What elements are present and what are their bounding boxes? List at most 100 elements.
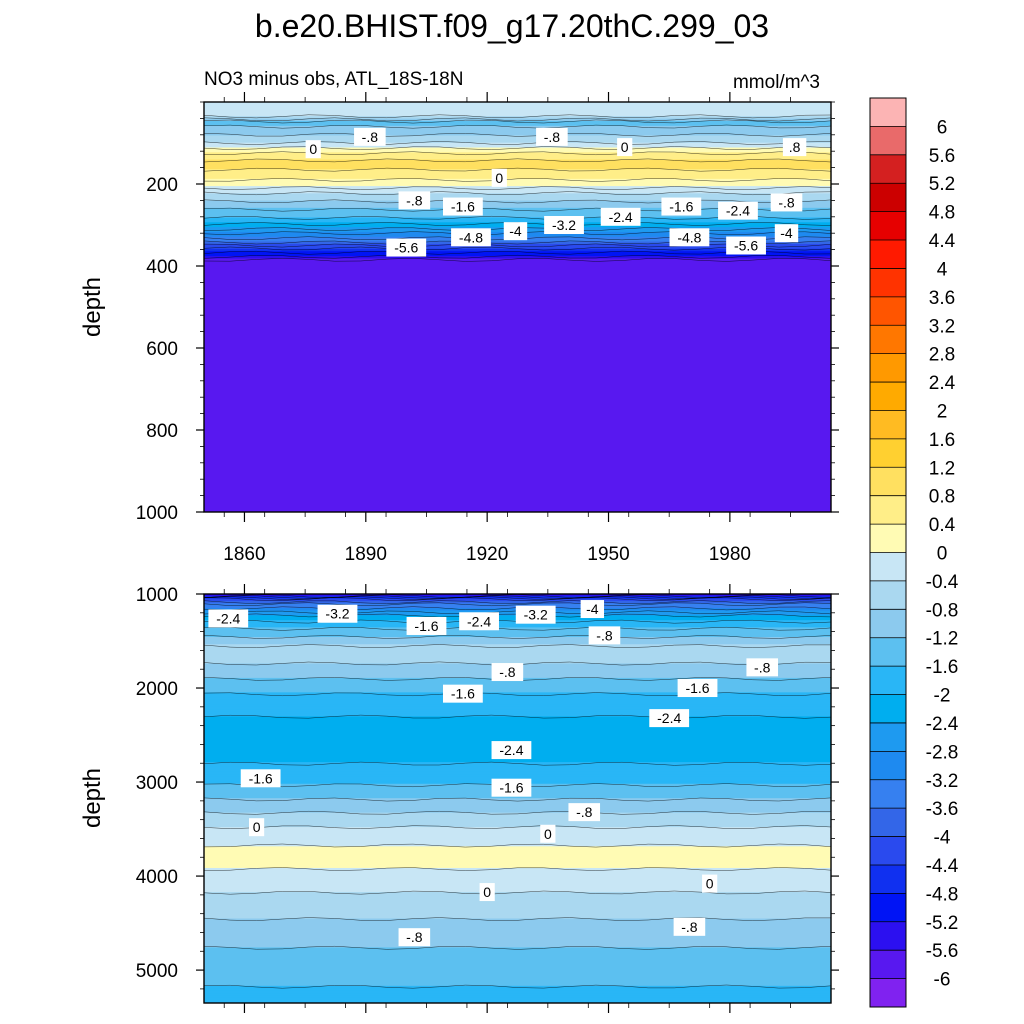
contour-label-box <box>673 917 706 936</box>
colorbar-swatch <box>870 126 906 156</box>
contour-line <box>204 714 831 719</box>
contour-label: 0 <box>706 876 714 892</box>
field-band <box>204 439 831 443</box>
field-band <box>204 964 831 968</box>
field-band <box>204 362 831 366</box>
field-band <box>204 901 831 905</box>
field-band <box>204 386 831 390</box>
field-band <box>204 239 831 243</box>
contour-label-box <box>491 663 524 682</box>
field-band <box>204 834 831 838</box>
contour-label-box <box>540 824 556 843</box>
colorbar-swatch <box>870 609 906 639</box>
contour-line <box>204 635 831 639</box>
field-band <box>204 896 831 900</box>
field-band <box>204 641 831 645</box>
field-band <box>204 848 831 852</box>
field-band <box>204 270 831 274</box>
field-band <box>204 928 831 932</box>
colorbar-label: 1.6 <box>929 430 955 451</box>
field-band <box>204 383 831 387</box>
field-band <box>204 954 831 958</box>
upper-axes: 1860 1890 1920 1950 1980 200 400 600 800 1000 <box>136 92 839 565</box>
field-band <box>204 870 831 874</box>
colorbar-swatch <box>870 467 906 496</box>
y-tick-label: 600 <box>146 339 178 360</box>
field-band <box>204 145 831 149</box>
colorbar: 6 5.6 5.2 4.8 4.4 4 3.6 3.2 2.8 2.4 2 1.6 1.2 0.8 0.4 0… <box>869 97 959 1008</box>
field-band <box>204 205 831 209</box>
field-band <box>204 627 831 631</box>
units-label: mmol/m^3 <box>733 72 820 93</box>
colorbar-swatch <box>870 722 906 752</box>
field-band <box>204 444 831 448</box>
colorbar-label: -4.4 <box>926 856 959 877</box>
field-band <box>204 258 831 262</box>
field-band <box>204 594 831 597</box>
field-band <box>204 371 831 375</box>
field-band <box>204 277 831 281</box>
contour-label: -2.4 <box>657 710 681 726</box>
contour-label: -5.6 <box>734 238 758 254</box>
field-band <box>204 391 831 395</box>
field-band <box>204 952 831 956</box>
colorbar-label: 0.4 <box>929 515 956 536</box>
colorbar-label: -6 <box>934 970 951 991</box>
field-band <box>204 831 831 835</box>
lower-y-axis-label: depth <box>79 768 106 828</box>
contour-label: -1.6 <box>249 770 273 786</box>
contour-label-box <box>398 191 431 210</box>
field-band <box>204 441 831 445</box>
field-band <box>204 282 831 286</box>
field-band <box>204 207 831 211</box>
field-band <box>204 969 831 973</box>
field-band <box>204 453 831 457</box>
field-band <box>204 817 831 821</box>
field-band <box>204 497 831 501</box>
field-band <box>204 730 831 734</box>
field-band <box>204 318 831 322</box>
contour-label: 0 <box>495 170 503 186</box>
field-band <box>204 436 831 440</box>
contour-label: -2.4 <box>726 203 750 219</box>
contour-label: -.8 <box>596 627 613 643</box>
field-band <box>204 800 831 804</box>
field-band <box>204 301 831 305</box>
field-band <box>204 306 831 310</box>
contour-line <box>204 890 831 895</box>
colorbar-swatch <box>870 864 906 894</box>
field-band <box>204 913 831 917</box>
colorbar-label: -0.4 <box>926 572 959 593</box>
colorbar-swatch <box>870 751 906 781</box>
colorbar-label: -1.2 <box>926 629 959 650</box>
contour-label: -.8 <box>499 664 516 680</box>
contour-line <box>204 119 831 124</box>
field-band <box>204 810 831 814</box>
upper-fill-layer <box>204 102 831 512</box>
contour-line <box>204 761 831 766</box>
field-band <box>204 256 831 260</box>
colorbar-label: -5.6 <box>926 941 959 962</box>
contour-label-box <box>669 228 710 247</box>
contour-label: -4 <box>509 223 522 239</box>
field-band <box>204 596 831 600</box>
field-band <box>204 853 831 857</box>
lower-fill-layer <box>204 594 831 1003</box>
field-band <box>204 265 831 269</box>
field-band <box>204 219 831 223</box>
colorbar-swatch <box>870 950 906 979</box>
contour-label-box <box>617 138 633 157</box>
field-band <box>204 735 831 739</box>
contour-line <box>204 186 831 190</box>
colorbar-swatch <box>870 836 906 866</box>
contour-label: -.8 <box>681 919 698 935</box>
field-band <box>204 925 831 929</box>
contour-label: -4 <box>586 601 599 617</box>
contour-label: -2.4 <box>216 610 240 626</box>
lower-contour-lines <box>204 594 831 989</box>
field-band <box>204 381 831 385</box>
contour-line <box>204 843 831 848</box>
field-band <box>204 359 831 363</box>
field-band <box>204 369 831 373</box>
contour-label: -1.6 <box>685 680 709 696</box>
